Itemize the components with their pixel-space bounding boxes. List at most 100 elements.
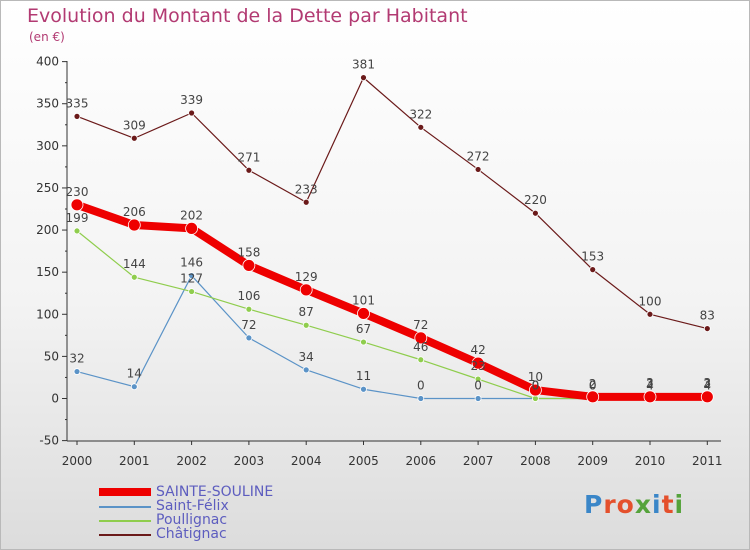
data-point: [360, 385, 367, 393]
data-label: 271: [237, 150, 260, 164]
data-label: 233: [295, 182, 318, 196]
data-point: [185, 221, 199, 235]
data-label: 230: [66, 185, 89, 199]
data-label: 0: [532, 379, 540, 393]
data-point: [357, 307, 370, 320]
x-tick-label: 2002: [176, 454, 207, 468]
data-point: [302, 366, 310, 374]
y-tick-label: 50: [44, 349, 59, 363]
x-tick-label: 2009: [577, 454, 608, 468]
data-label: 335: [66, 96, 89, 110]
y-tick-label: 250: [36, 181, 59, 195]
data-point: [360, 74, 367, 82]
legend-swatch: [99, 488, 151, 496]
data-label: 83: [700, 309, 715, 323]
data-point: [130, 134, 138, 142]
x-tick-label: 2011: [692, 454, 723, 468]
data-label: 199: [66, 211, 89, 225]
data-label: 272: [467, 149, 490, 163]
data-label: 34: [299, 350, 314, 364]
data-point: [242, 259, 256, 272]
data-label: 146: [180, 256, 203, 270]
data-label: 67: [356, 322, 371, 336]
x-tick-label: 2000: [62, 454, 93, 468]
data-label: 10: [528, 370, 543, 384]
data-label: 106: [237, 289, 260, 303]
data-point: [529, 383, 542, 397]
data-label: 202: [180, 208, 203, 222]
data-label: 2: [703, 377, 711, 391]
data-label: 2: [589, 377, 597, 391]
y-tick-label: 400: [36, 55, 59, 69]
data-label: 0: [417, 379, 425, 393]
data-label: 72: [413, 318, 428, 332]
data-label: 46: [413, 340, 428, 354]
data-label: 14: [127, 367, 142, 381]
data-point: [360, 338, 367, 346]
data-label: 23: [470, 359, 485, 373]
data-label: 4: [646, 379, 654, 393]
x-tick-label: 2004: [291, 454, 322, 468]
data-point: [474, 375, 482, 383]
data-point: [73, 368, 81, 375]
data-label: 322: [409, 107, 432, 121]
data-label: 127: [180, 272, 203, 286]
x-tick-label: 2006: [406, 454, 437, 468]
data-point: [589, 266, 597, 274]
legend-label: Poullignac: [156, 512, 228, 528]
data-point: [73, 227, 81, 235]
data-label: 158: [237, 245, 260, 259]
x-tick-label: 2005: [348, 454, 379, 468]
data-point: [532, 209, 539, 217]
data-point: [73, 112, 81, 120]
data-label: 309: [123, 118, 146, 132]
x-tick-label: 2003: [234, 454, 265, 468]
chart-title: Evolution du Montant de la Dette par Hab…: [27, 5, 468, 27]
data-point: [130, 273, 138, 281]
data-point: [188, 272, 196, 279]
data-label: 3: [703, 376, 711, 390]
data-label: 100: [639, 294, 662, 308]
data-label: 206: [123, 205, 146, 219]
data-point: [471, 356, 485, 370]
data-label: 72: [241, 318, 256, 332]
data-point: [417, 123, 425, 131]
data-label: 381: [352, 58, 375, 72]
data-label: 129: [295, 270, 318, 284]
legend-swatch: [99, 534, 151, 536]
y-tick-label: 300: [36, 139, 59, 153]
data-label: 42: [470, 343, 485, 357]
data-point: [245, 305, 253, 313]
data-point: [586, 390, 600, 404]
data-point: [643, 390, 657, 404]
data-label: 153: [581, 250, 604, 264]
chart-subtitle: (en €): [29, 30, 65, 44]
data-point: [302, 198, 310, 206]
data-point: [188, 109, 196, 117]
data-label: 3: [646, 376, 654, 390]
data-point: [245, 166, 253, 174]
series-line: [73, 200, 712, 401]
data-point: [188, 288, 196, 295]
data-point: [70, 198, 84, 212]
data-point: [127, 218, 141, 232]
data-label: 0: [532, 379, 540, 393]
data-point: [130, 383, 138, 391]
data-point: [417, 356, 425, 364]
data-label: 101: [352, 293, 375, 307]
y-tick-label: 350: [36, 97, 59, 111]
data-point: [302, 321, 310, 329]
data-label: 339: [180, 93, 203, 107]
data-point: [299, 283, 313, 297]
y-tick-label: 100: [36, 307, 59, 321]
data-point: [646, 310, 654, 318]
y-tick-label: 150: [36, 265, 59, 279]
data-label: 2: [646, 377, 654, 391]
data-label: 87: [299, 305, 314, 319]
data-point: [245, 334, 253, 342]
legend-swatch: [99, 506, 151, 508]
data-label: 11: [356, 369, 371, 383]
proxiti-logo: Proxiti: [584, 490, 685, 519]
x-tick-label: 2010: [635, 454, 666, 468]
